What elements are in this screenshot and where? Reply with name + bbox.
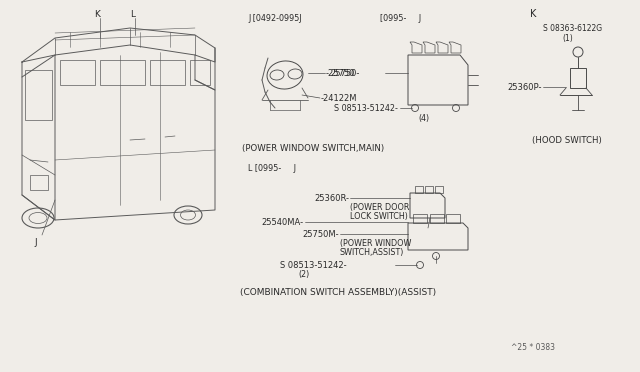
Text: K: K	[530, 9, 536, 19]
Text: 25360R-: 25360R-	[314, 193, 349, 202]
Text: (1): (1)	[562, 33, 573, 42]
Text: -25750: -25750	[326, 68, 355, 77]
Text: S 08363-6122G: S 08363-6122G	[543, 23, 602, 32]
Text: 25360P-: 25360P-	[508, 83, 542, 92]
Text: 25540MA-: 25540MA-	[262, 218, 304, 227]
Text: -24122M: -24122M	[321, 93, 358, 103]
Text: J: J	[35, 237, 37, 247]
Text: (HOOD SWITCH): (HOOD SWITCH)	[532, 135, 602, 144]
Text: LOCK SWITCH): LOCK SWITCH)	[350, 212, 408, 221]
Text: L: L	[131, 10, 136, 19]
Text: (POWER WINDOW SWITCH,MAIN): (POWER WINDOW SWITCH,MAIN)	[242, 144, 384, 153]
Text: SWITCH,ASSIST): SWITCH,ASSIST)	[340, 247, 404, 257]
Text: K: K	[94, 10, 100, 19]
Text: S 08513-51242-: S 08513-51242-	[280, 260, 347, 269]
Text: (POWER WINDOW: (POWER WINDOW	[340, 238, 412, 247]
Text: (4): (4)	[418, 113, 429, 122]
Text: [0995-     J: [0995- J	[380, 13, 421, 22]
Text: ^25 * 0383: ^25 * 0383	[511, 343, 555, 353]
Text: (POWER DOOR: (POWER DOOR	[350, 202, 410, 212]
Text: L [0995-     J: L [0995- J	[248, 164, 296, 173]
Text: S 08513-51242-: S 08513-51242-	[334, 103, 398, 112]
Text: 25750M-: 25750M-	[302, 230, 339, 238]
Text: 25750-: 25750-	[331, 68, 360, 77]
Text: (2): (2)	[298, 270, 309, 279]
Text: J [0492-0995J: J [0492-0995J	[248, 13, 301, 22]
Text: (COMBINATION SWITCH ASSEMBLY)(ASSIST): (COMBINATION SWITCH ASSEMBLY)(ASSIST)	[240, 288, 436, 296]
